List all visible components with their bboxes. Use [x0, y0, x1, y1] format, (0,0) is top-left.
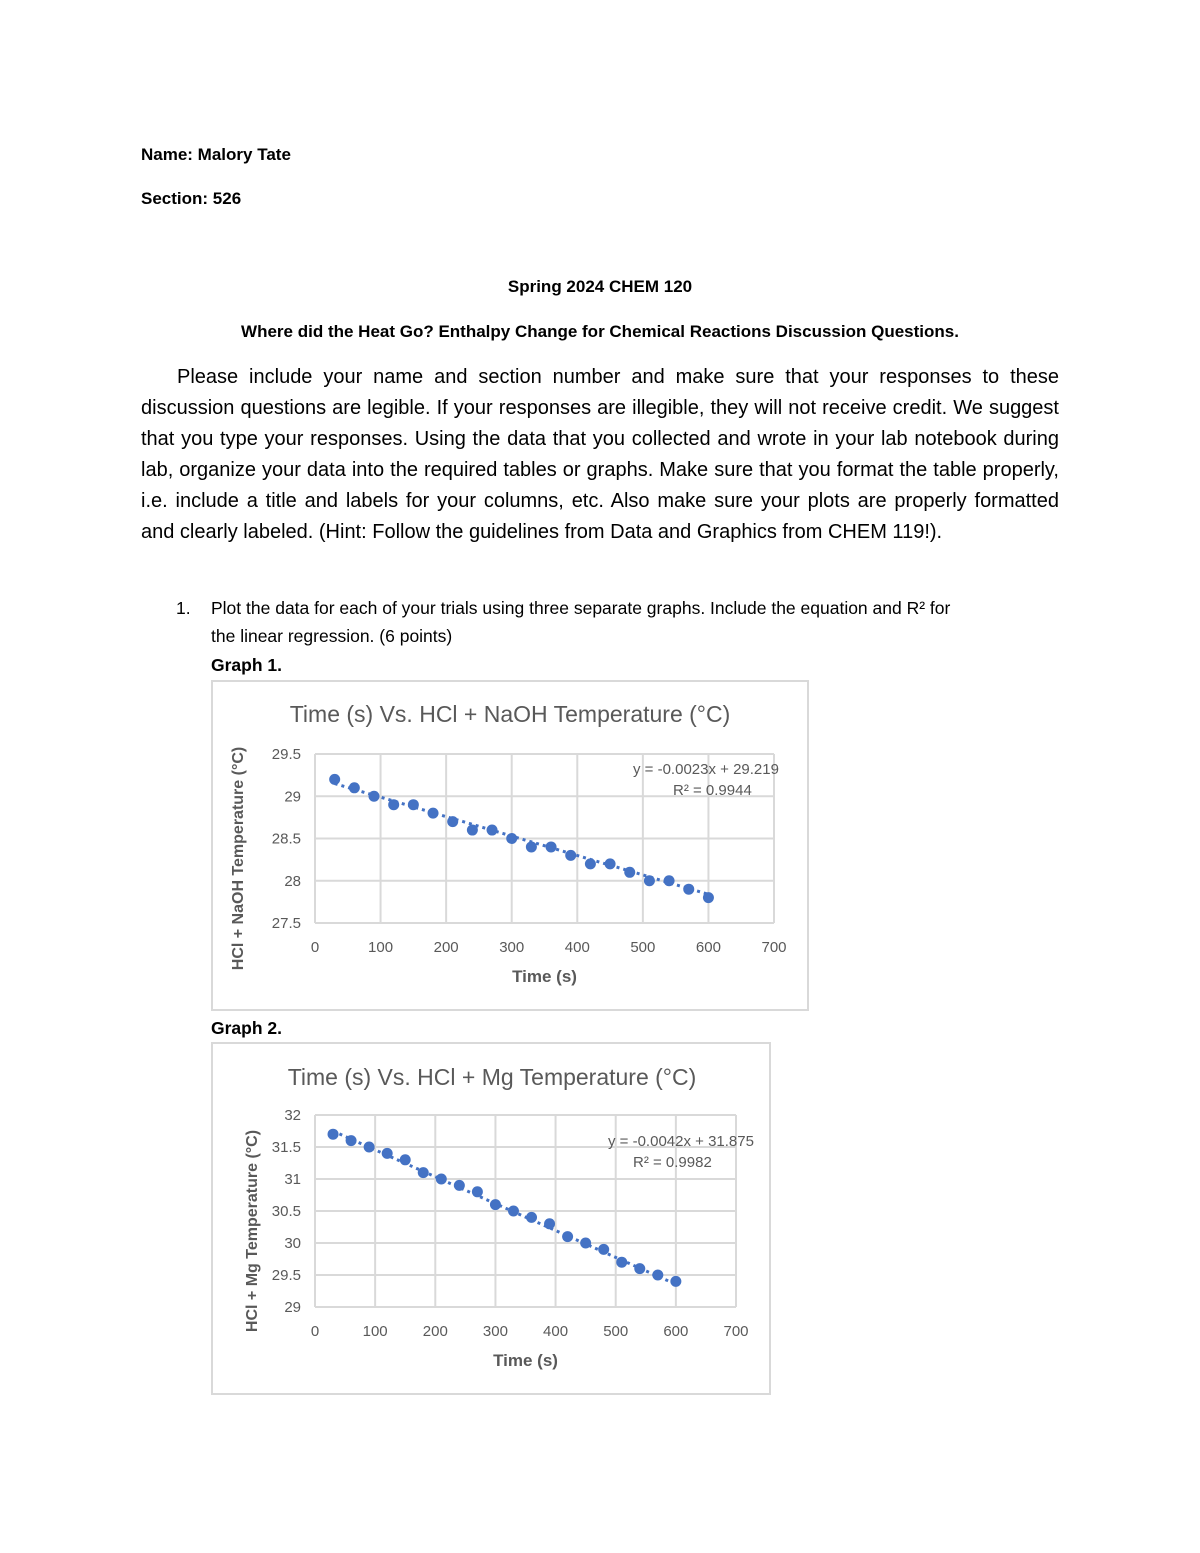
data-point [506, 833, 518, 844]
x-tick-label: 0 [311, 1323, 319, 1340]
trendline-r-squared: R² = 0.9982 [633, 1154, 712, 1171]
x-tick-label: 200 [423, 1323, 448, 1340]
data-point [368, 790, 380, 802]
y-tick-label: 29 [284, 1299, 301, 1316]
trendline-equation: y = -0.0023x + 29.219 [633, 761, 779, 778]
student-name: Name: Malory Tate [141, 145, 291, 164]
section-number: Section: 526 [141, 189, 242, 208]
data-point [598, 1243, 610, 1255]
x-tick-label: 100 [363, 1323, 388, 1340]
graph2-label: Graph 2. [211, 1018, 282, 1038]
data-point [348, 782, 360, 794]
data-point [544, 1218, 556, 1230]
data-point [652, 1269, 664, 1281]
data-point [670, 1275, 682, 1287]
graph2-chart: Time (s) Vs. HCl + Mg Temperature (°C) 0 1… [211, 1042, 771, 1395]
graph1-label: Graph 1. [211, 655, 282, 675]
data-point [329, 773, 341, 785]
y-tick-label: 31.5 [272, 1139, 301, 1156]
data-point [702, 892, 714, 904]
data-point [584, 858, 596, 870]
data-point [663, 875, 675, 887]
data-point [399, 1154, 411, 1166]
y-tick-label: 29 [284, 788, 301, 805]
data-point [435, 1173, 447, 1185]
data-point [580, 1237, 592, 1249]
data-point [417, 1167, 429, 1179]
data-point [466, 824, 478, 836]
x-tick-label: 600 [696, 939, 721, 956]
y-tick-label: 27.5 [272, 915, 301, 932]
data-point [616, 1256, 628, 1268]
x-tick-label: 600 [663, 1323, 688, 1340]
chart-title: Time (s) Vs. HCl + NaOH Temperature (°C) [290, 701, 731, 727]
graph1-chart: Time (s) Vs. HCl + NaOH Temperature (°C)… [211, 680, 809, 1011]
data-point [327, 1128, 339, 1140]
assignment-title: Where did the Heat Go? Enthalpy Change f… [241, 322, 959, 341]
data-point [407, 799, 419, 811]
data-point [489, 1199, 501, 1211]
y-tick-label: 29.5 [272, 746, 301, 763]
data-point [381, 1147, 393, 1159]
x-tick-label: 700 [723, 1323, 748, 1340]
x-tick-label: 300 [499, 939, 524, 956]
data-point [526, 1211, 538, 1223]
y-tick-label: 31 [284, 1171, 301, 1188]
data-point [604, 858, 616, 870]
data-point [453, 1179, 465, 1191]
y-tick-label: 30 [284, 1235, 301, 1252]
question-text-line2: the linear regression. (6 points) [211, 626, 453, 646]
x-axis-label: Time (s) [493, 1351, 558, 1370]
data-point [565, 849, 577, 861]
graph2-svg: Time (s) Vs. HCl + Mg Temperature (°C) 0 1… [244, 1064, 754, 1370]
data-point [562, 1231, 574, 1243]
data-point [486, 824, 498, 836]
data-point [427, 807, 439, 819]
x-tick-label: 0 [311, 939, 319, 956]
x-tick-label: 100 [368, 939, 393, 956]
graph1-svg: Time (s) Vs. HCl + NaOH Temperature (°C)… [230, 701, 787, 986]
data-point [471, 1186, 483, 1198]
question-number: 1. [176, 598, 191, 618]
x-tick-label: 400 [543, 1323, 568, 1340]
course-title: Spring 2024 CHEM 120 [507, 277, 693, 296]
data-point [363, 1141, 375, 1153]
y-tick-label: 32 [284, 1107, 301, 1124]
trendline-r-squared: R² = 0.9944 [673, 782, 752, 799]
trendline-equation: y = -0.0042x + 31.875 [608, 1133, 754, 1150]
y-tick-label: 28 [284, 873, 301, 890]
y-axis-label: HCl + Mg Temperature (°C) [244, 1130, 261, 1332]
x-tick-label: 500 [630, 939, 655, 956]
chart-title: Time (s) Vs. HCl + Mg Temperature (°C) [288, 1064, 697, 1090]
data-point [683, 883, 695, 895]
y-tick-label: 28.5 [272, 831, 301, 848]
data-point [388, 799, 400, 811]
x-tick-label: 500 [603, 1323, 628, 1340]
x-tick-label: 300 [483, 1323, 508, 1340]
y-tick-label: 29.5 [272, 1267, 301, 1284]
y-tick-label: 30.5 [272, 1203, 301, 1220]
x-axis-label: Time (s) [512, 967, 577, 986]
data-point [525, 841, 537, 853]
data-point [507, 1205, 519, 1217]
data-point [345, 1135, 357, 1147]
data-point [624, 866, 636, 878]
data-point [643, 875, 655, 887]
data-point [447, 816, 459, 828]
x-tick-label: 700 [761, 939, 786, 956]
y-axis-label: HCl + NaOH Temperature (°C) [230, 747, 247, 970]
data-point [634, 1263, 646, 1275]
x-tick-label: 200 [434, 939, 459, 956]
instructions-paragraph: Please include your name and section num… [141, 366, 1059, 543]
x-tick-label: 400 [565, 939, 590, 956]
data-point [545, 841, 557, 853]
question-text-line1: Plot the data for each of your trials us… [211, 598, 951, 618]
